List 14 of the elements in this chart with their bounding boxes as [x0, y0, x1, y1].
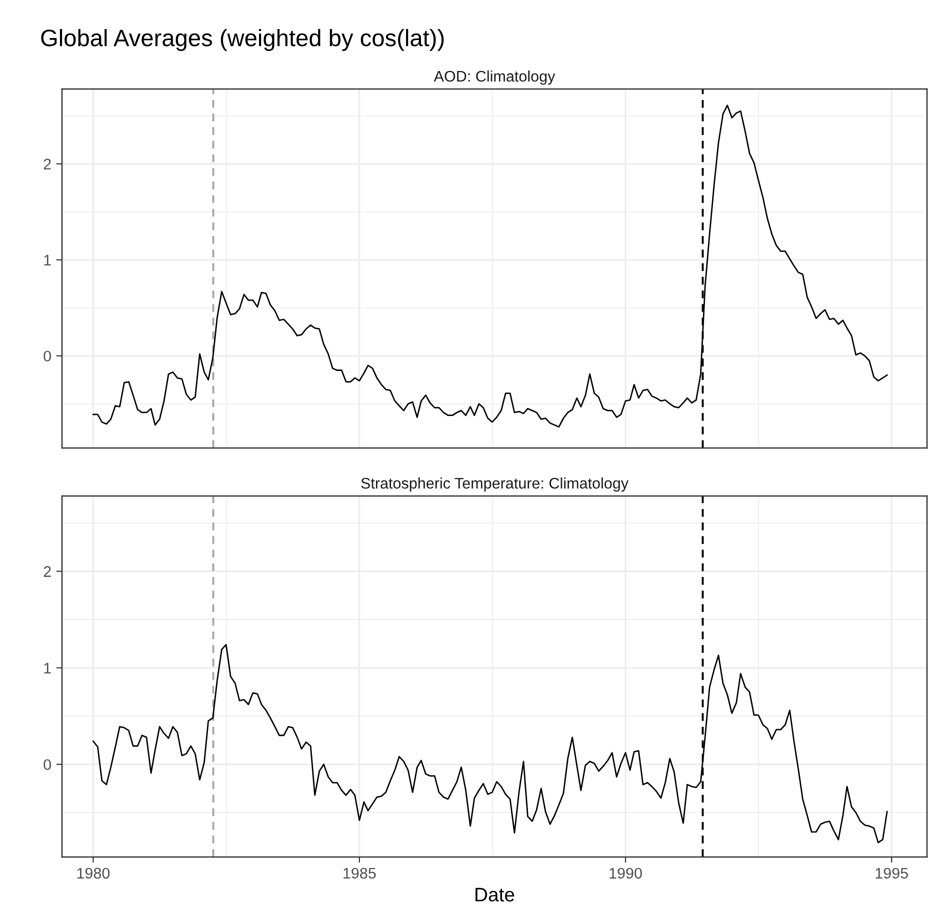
- y-tick-label: 2: [44, 158, 51, 170]
- y-tick-label: 0: [44, 759, 51, 770]
- x-tick-label: 1985: [344, 868, 376, 879]
- chart-subtitle: Stratospheric Temperature: Climatology: [361, 477, 629, 492]
- y-tick-label: 2: [44, 566, 51, 577]
- x-tick-label: 1980: [77, 868, 110, 879]
- chart-title: Global Averages (weighted by cos(lat)): [41, 28, 444, 52]
- x-axis-title: Date: [476, 888, 514, 902]
- x-tick-label: 1990: [610, 868, 642, 879]
- y-tick-label: 1: [44, 254, 51, 266]
- chart-subtitle: AOD: Climatology: [434, 70, 556, 85]
- y-tick-label: 1: [44, 662, 51, 674]
- y-tick-label: 0: [44, 350, 51, 362]
- x-tick-label: 1995: [876, 868, 908, 879]
